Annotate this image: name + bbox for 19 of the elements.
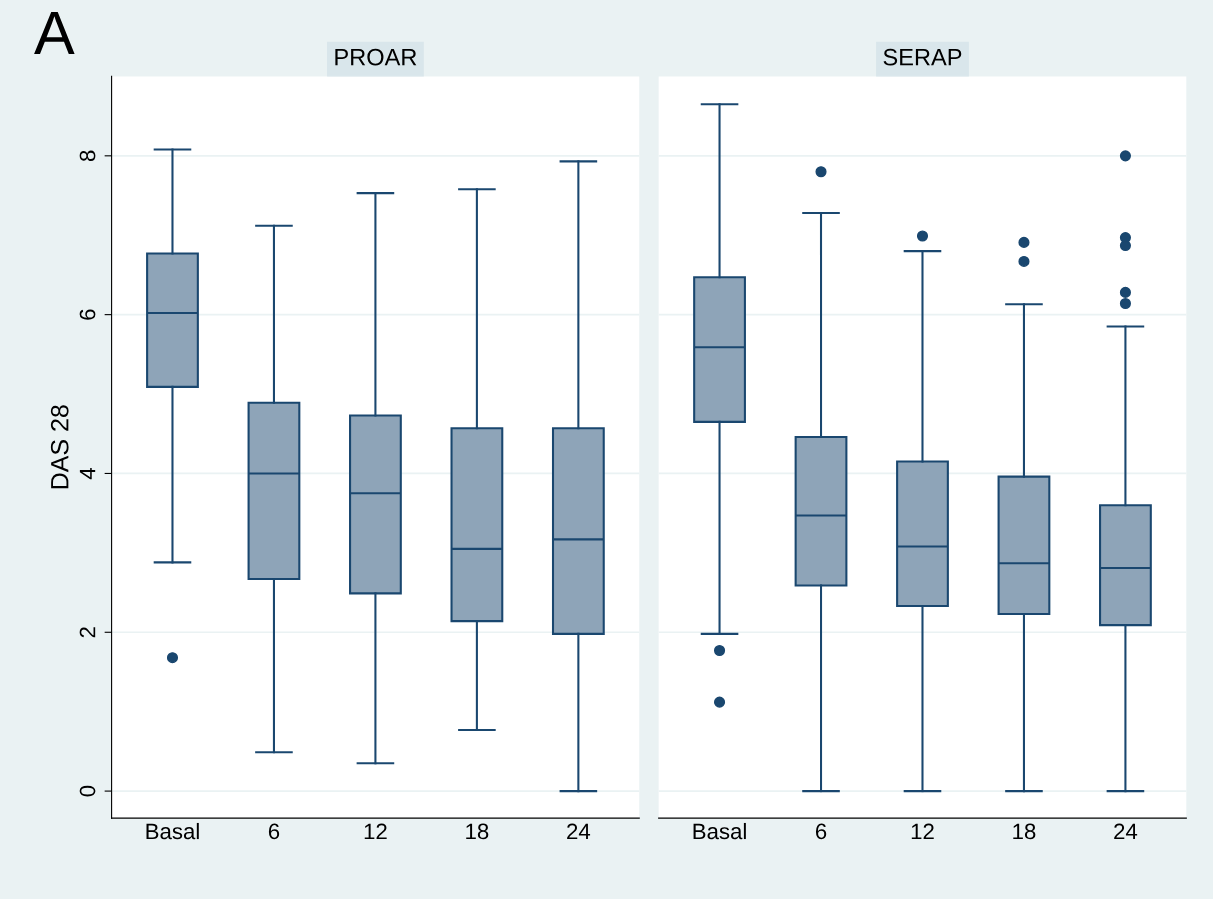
x-tick-label: 18 <box>1013 823 1036 840</box>
chart-title: PROAR <box>335 48 417 66</box>
x-tick-label: 12 <box>364 823 387 840</box>
chart-title: SERAP <box>883 48 962 66</box>
y-tick-label: 0 <box>79 785 96 797</box>
x-tick-label: 6 <box>815 823 827 840</box>
x-tick-label: 6 <box>268 823 280 840</box>
x-tick-label: Basal <box>693 822 746 840</box>
y-tick-label: 6 <box>79 309 96 320</box>
y-tick-label: 4 <box>79 467 96 480</box>
y-tick-label: 2 <box>79 627 96 638</box>
x-tick-label: 18 <box>466 823 489 840</box>
x-tick-label: 12 <box>911 823 934 840</box>
y-axis-title: DAS 28 <box>50 405 69 489</box>
text: A <box>34 11 75 54</box>
x-tick-label: 24 <box>1114 823 1138 840</box>
x-tick-label: 24 <box>567 823 591 840</box>
x-tick-label: Basal <box>146 822 199 840</box>
y-tick-label: 8 <box>79 150 96 162</box>
